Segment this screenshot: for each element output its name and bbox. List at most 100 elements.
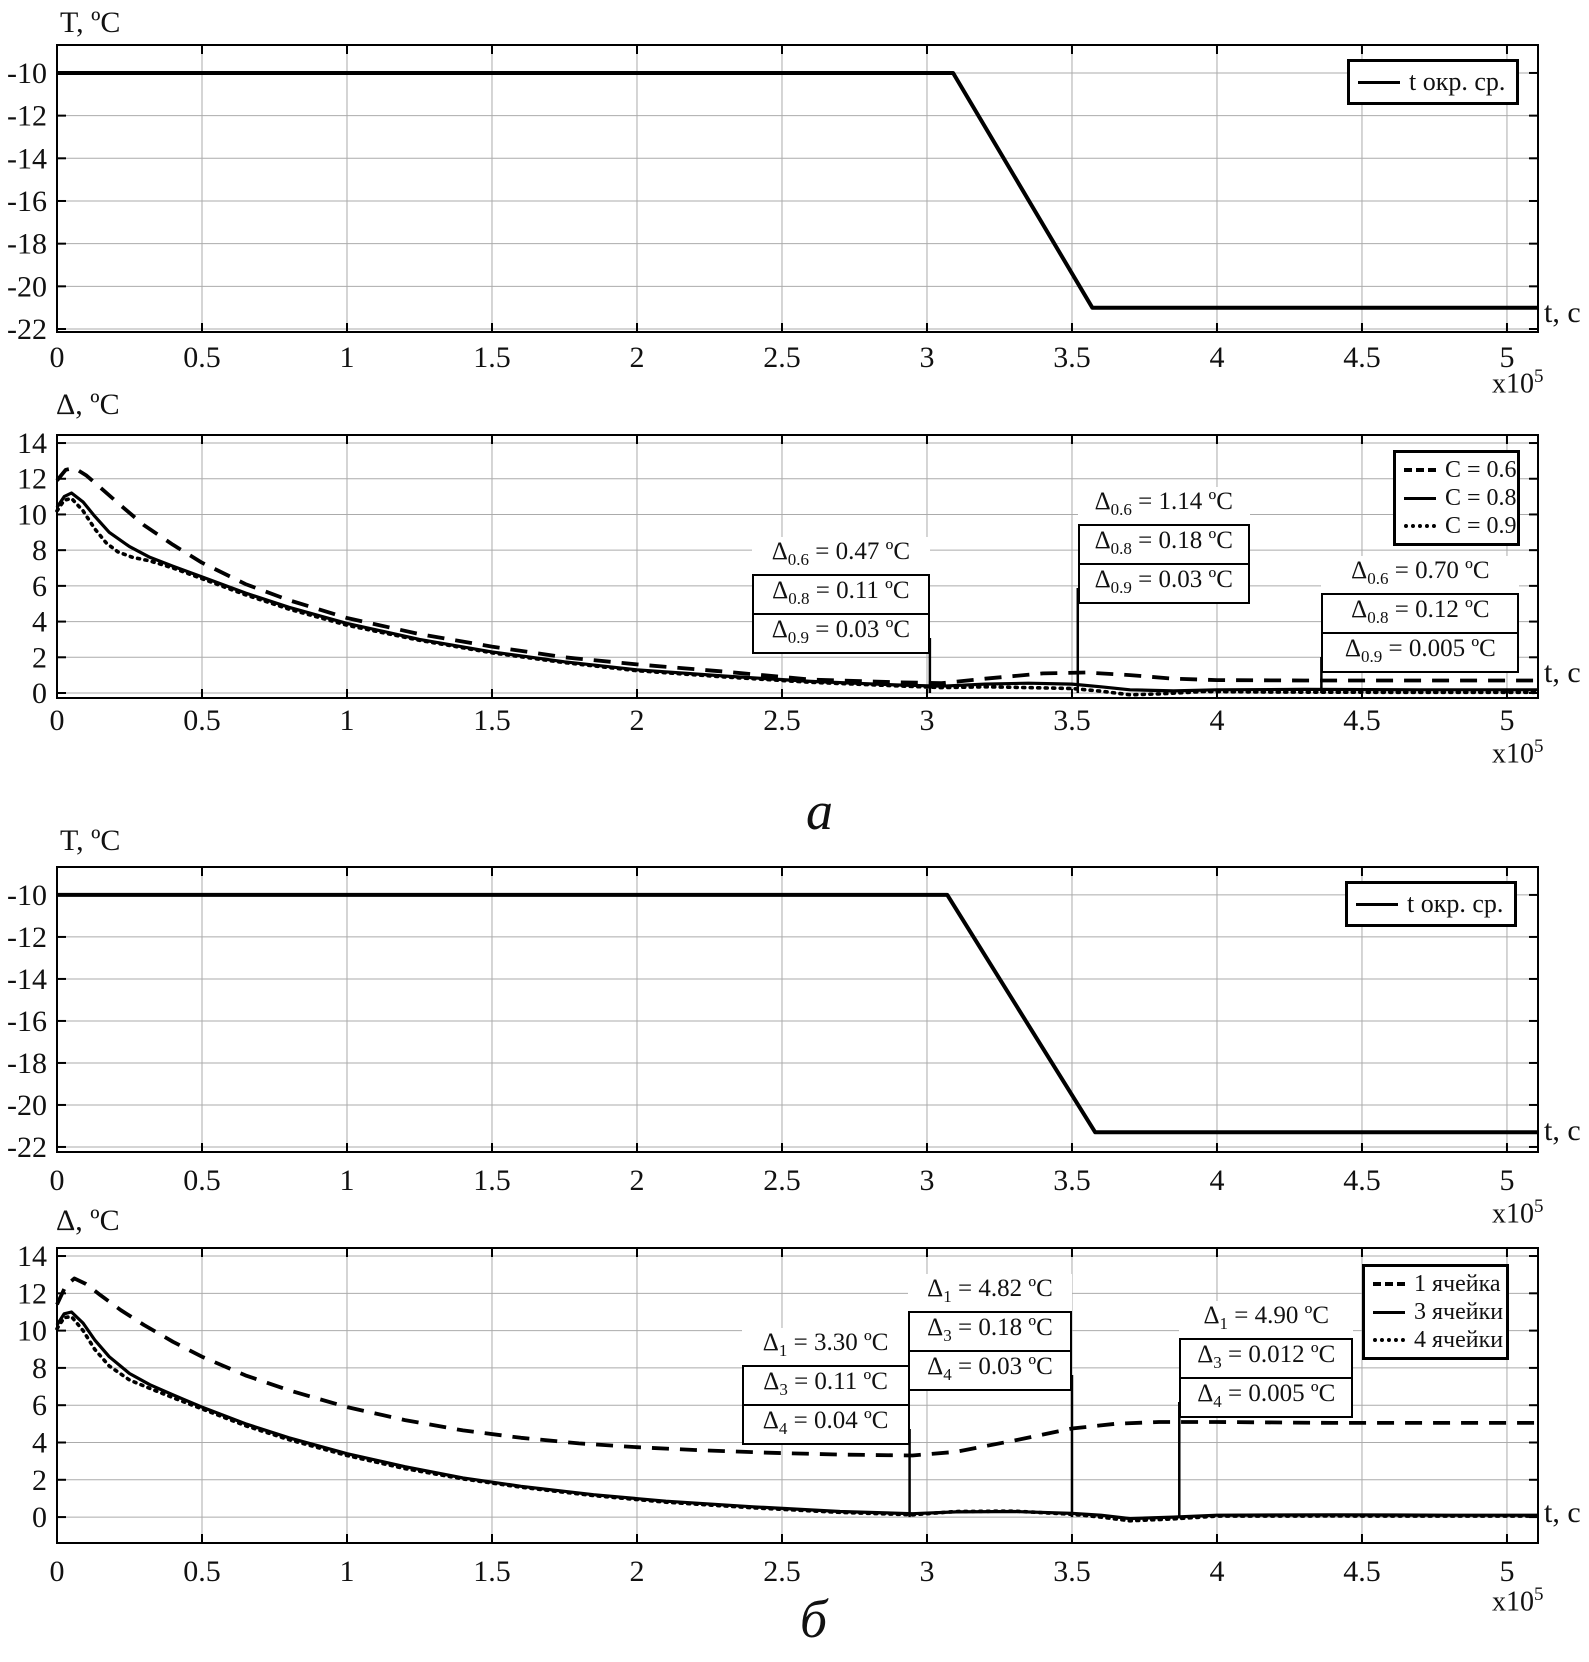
svg-text:4: 4 bbox=[32, 1426, 47, 1459]
svg-text:5: 5 bbox=[1499, 1555, 1514, 1588]
annotation-line: Δ0.9 = 0.005 ºC bbox=[1321, 631, 1520, 673]
y-axis-title-temp-b: T, ºC bbox=[60, 824, 121, 857]
svg-text:10: 10 bbox=[17, 498, 47, 531]
dotted-line-sample-icon bbox=[1404, 524, 1436, 528]
panel-label-b: б bbox=[800, 1589, 828, 1649]
legend-entry: C = 0.9 bbox=[1404, 512, 1517, 540]
svg-text:-12: -12 bbox=[7, 921, 47, 954]
series-temp_a-0 bbox=[57, 71, 1538, 310]
annotation-line: Δ0.8 = 0.18 ºC bbox=[1077, 524, 1250, 565]
legend-temp_a: t окр. ср. bbox=[1347, 59, 1519, 105]
svg-text:0: 0 bbox=[32, 677, 47, 710]
series-delta_b-0 bbox=[55, 1276, 1538, 1458]
dashed-line-sample-icon bbox=[1404, 468, 1436, 472]
svg-text:3.5: 3.5 bbox=[1053, 341, 1091, 374]
panel-label-a: a bbox=[806, 781, 833, 841]
svg-text:-10: -10 bbox=[7, 879, 47, 912]
svg-text:4.5: 4.5 bbox=[1343, 704, 1381, 737]
svg-text:-22: -22 bbox=[7, 313, 47, 346]
svg-text:-16: -16 bbox=[7, 185, 47, 218]
svg-text:-18: -18 bbox=[7, 1047, 47, 1080]
svg-text:2.5: 2.5 bbox=[763, 1164, 801, 1197]
legend-entry-label: t окр. ср. bbox=[1407, 889, 1504, 918]
svg-text:2.5: 2.5 bbox=[763, 341, 801, 374]
svg-text:3: 3 bbox=[919, 1555, 934, 1588]
series-delta_b-2 bbox=[55, 1314, 1540, 1523]
annotation-line: Δ0.9 = 0.03 ºC bbox=[751, 612, 930, 654]
x-axis-title-delta-b: t, c bbox=[1544, 1496, 1581, 1529]
annotation-line: Δ3 = 0.11 ºC bbox=[741, 1365, 910, 1406]
svg-text:4: 4 bbox=[1209, 1555, 1224, 1588]
svg-text:4: 4 bbox=[1209, 341, 1224, 374]
legend-entry-label: 4 ячейки bbox=[1414, 1326, 1504, 1353]
x-axis-multiplier-delta-a: x105 bbox=[1492, 736, 1544, 770]
annotation-box-delta_a-2: Δ0.6 = 0.70 ºC Δ0.8 = 0.12 ºC Δ0.9 = 0.005… bbox=[1321, 556, 1520, 673]
svg-text:12: 12 bbox=[17, 463, 47, 496]
annotation-line: Δ0.6 = 1.14 ºC bbox=[1077, 487, 1250, 524]
svg-text:2: 2 bbox=[629, 704, 644, 737]
svg-text:6: 6 bbox=[32, 570, 47, 603]
svg-text:0: 0 bbox=[50, 704, 65, 737]
svg-text:1: 1 bbox=[339, 1164, 354, 1197]
svg-text:1.5: 1.5 bbox=[473, 1555, 511, 1588]
series-temp_b-0 bbox=[57, 892, 1538, 1135]
annotation-line: Δ3 = 0.012 ºC bbox=[1179, 1338, 1354, 1379]
x-axis-multiplier-temp-b: x105 bbox=[1492, 1196, 1544, 1230]
annotation-box-delta_a-0: Δ0.6 = 0.47 ºC Δ0.8 = 0.11 ºC Δ0.9 = 0.03 … bbox=[751, 537, 930, 654]
annotation-line: Δ0.9 = 0.03 ºC bbox=[1077, 562, 1250, 604]
svg-text:-20: -20 bbox=[7, 1089, 47, 1122]
x-tick-labels-temp_b: 0 0.5 1 1.5 2 2.5 3 3.5 4 4.5 5 bbox=[50, 1164, 1515, 1197]
annotation-line: Δ0.6 = 0.47 ºC bbox=[751, 537, 930, 574]
svg-text:0.5: 0.5 bbox=[183, 341, 221, 374]
svg-text:0: 0 bbox=[32, 1501, 47, 1534]
svg-text:4.5: 4.5 bbox=[1343, 341, 1381, 374]
y-axis-title-delta-a: Δ, ºC bbox=[56, 388, 120, 421]
legend-entry-label: 3 ячейки bbox=[1414, 1298, 1504, 1325]
annotation-line: Δ4 = 0.03 ºC bbox=[907, 1349, 1072, 1391]
svg-text:5: 5 bbox=[1499, 1164, 1514, 1197]
axes-temp_b bbox=[56, 866, 1539, 1153]
legend-delta_a: C = 0.6 C = 0.8 C = 0.9 bbox=[1393, 450, 1520, 546]
x-tick-labels-temp_a: 0 0.5 1 1.5 2 2.5 3 3.5 4 4.5 5 bbox=[50, 341, 1515, 374]
svg-text:1.5: 1.5 bbox=[473, 704, 511, 737]
svg-text:14: 14 bbox=[17, 1240, 47, 1273]
dashed-line-sample-icon bbox=[1373, 1282, 1405, 1286]
annotation-line: Δ1 = 3.30 ºC bbox=[741, 1328, 910, 1365]
svg-text:1.5: 1.5 bbox=[473, 341, 511, 374]
svg-text:0.5: 0.5 bbox=[183, 1164, 221, 1197]
svg-text:4: 4 bbox=[1209, 1164, 1224, 1197]
solid-line-sample-icon bbox=[1358, 80, 1400, 84]
svg-text:8: 8 bbox=[32, 1352, 47, 1385]
svg-text:0: 0 bbox=[50, 1555, 65, 1588]
annotation-line: Δ0.8 = 0.12 ºC bbox=[1321, 593, 1520, 634]
y-tick-labels-delta_b: 0 2 4 6 8 10 12 14 bbox=[17, 1240, 47, 1534]
svg-text:2.5: 2.5 bbox=[763, 704, 801, 737]
svg-text:10: 10 bbox=[17, 1315, 47, 1348]
legend-entry: t окр. ср. bbox=[1358, 65, 1508, 99]
solid-line-sample-icon bbox=[1373, 1310, 1405, 1314]
x-axis-title-temp-a: t, c bbox=[1544, 296, 1581, 329]
legend-temp_b: t окр. ср. bbox=[1345, 881, 1517, 927]
svg-text:3: 3 bbox=[919, 341, 934, 374]
svg-text:-12: -12 bbox=[7, 100, 47, 133]
svg-text:5: 5 bbox=[1499, 704, 1514, 737]
svg-text:-20: -20 bbox=[7, 270, 47, 303]
svg-text:3: 3 bbox=[919, 1164, 934, 1197]
annotation-line: Δ1 = 4.82 ºC bbox=[907, 1274, 1072, 1311]
x-tick-labels-delta_b: 0 0.5 1 1.5 2 2.5 3 3.5 4 4.5 5 bbox=[50, 1555, 1515, 1588]
svg-text:3.5: 3.5 bbox=[1053, 704, 1091, 737]
annotation-box-delta_b-0: Δ1 = 3.30 ºC Δ3 = 0.11 ºC Δ4 = 0.04 ºC bbox=[741, 1328, 910, 1445]
svg-text:4: 4 bbox=[1209, 704, 1224, 737]
annotation-box-delta_a-1: Δ0.6 = 1.14 ºC Δ0.8 = 0.18 ºC Δ0.9 = 0.03 … bbox=[1077, 487, 1250, 604]
svg-text:2.5: 2.5 bbox=[763, 1555, 801, 1588]
legend-delta_b: 1 ячейка 3 ячейки 4 ячейки bbox=[1362, 1264, 1509, 1360]
x-axis-multiplier-delta-b: x105 bbox=[1492, 1584, 1544, 1618]
legend-entry-label: C = 0.8 bbox=[1445, 484, 1517, 511]
svg-text:0: 0 bbox=[50, 1164, 65, 1197]
x-axis-multiplier-temp-a: x105 bbox=[1492, 366, 1544, 400]
svg-text:0: 0 bbox=[50, 341, 65, 374]
annotation-box-delta_b-1: Δ1 = 4.82 ºC Δ3 = 0.18 ºC Δ4 = 0.03 ºC bbox=[907, 1274, 1072, 1391]
svg-text:1.5: 1.5 bbox=[473, 1164, 511, 1197]
